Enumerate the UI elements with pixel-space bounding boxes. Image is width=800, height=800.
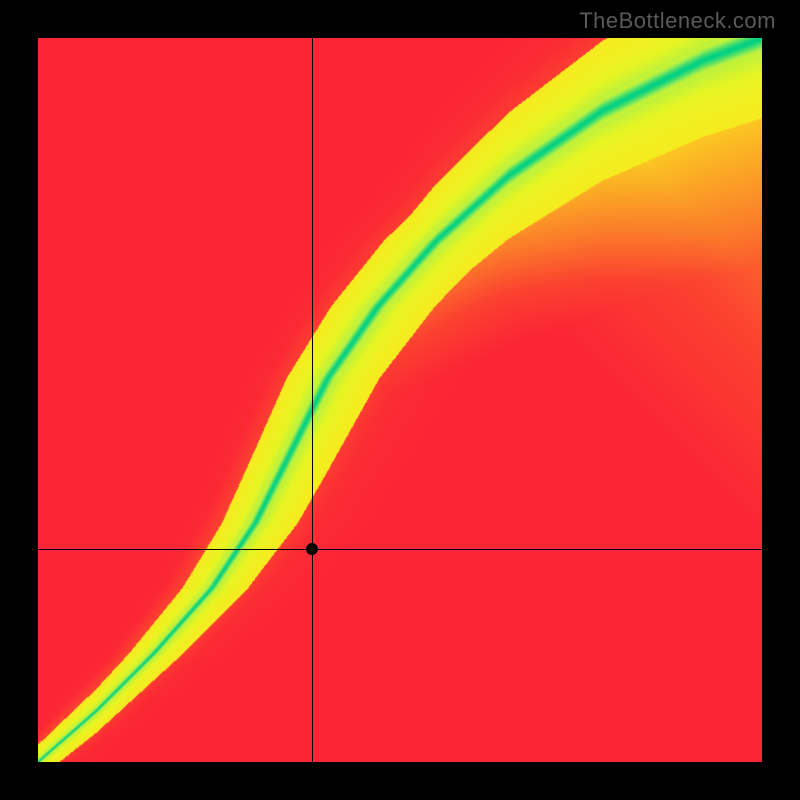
plot-frame [38,38,762,762]
watermark-text: TheBottleneck.com [579,8,776,34]
chart-container: TheBottleneck.com [0,0,800,800]
marker-dot [306,543,318,555]
heatmap-canvas [38,38,762,762]
crosshair-vertical [312,38,313,762]
crosshair-horizontal [38,549,762,550]
